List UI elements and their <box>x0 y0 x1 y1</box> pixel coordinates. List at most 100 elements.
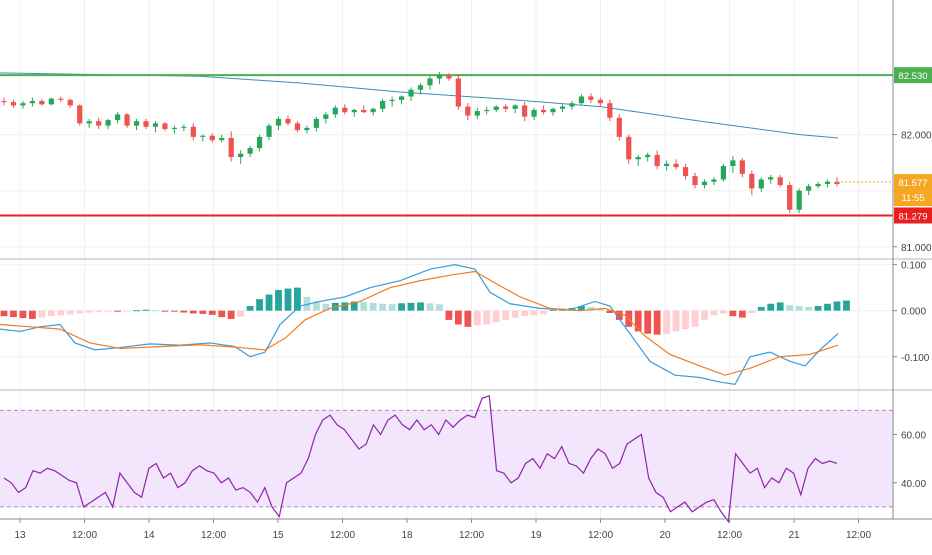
candle-body[interactable] <box>48 98 54 105</box>
candle-body[interactable] <box>67 99 73 106</box>
candle-body[interactable] <box>645 154 651 158</box>
candle-body[interactable] <box>512 105 518 109</box>
candle-body[interactable] <box>370 108 376 113</box>
macd-pane[interactable] <box>0 263 850 386</box>
level-price-tag[interactable] <box>894 207 932 224</box>
candle-body[interactable] <box>578 96 585 104</box>
candle-body[interactable] <box>692 176 698 186</box>
candle-body[interactable] <box>664 163 670 167</box>
candle-body[interactable] <box>351 109 357 113</box>
price-pane[interactable] <box>0 71 893 217</box>
candle-body[interactable] <box>559 106 566 109</box>
candle-body[interactable] <box>493 106 499 110</box>
candle-body[interactable] <box>10 102 17 106</box>
candle-body[interactable] <box>588 96 594 100</box>
candle-body[interactable] <box>597 99 603 104</box>
candle-body[interactable] <box>796 190 802 210</box>
candle-body[interactable] <box>313 118 319 128</box>
candle-body[interactable] <box>503 106 509 109</box>
candle-body[interactable] <box>824 181 831 184</box>
candle-body[interactable] <box>247 148 253 154</box>
candle-body[interactable] <box>190 126 196 137</box>
candle-body[interactable] <box>834 181 840 184</box>
candle-body[interactable] <box>1 100 7 103</box>
candle-body[interactable] <box>39 100 45 105</box>
candle-body[interactable] <box>285 118 291 124</box>
time-axis[interactable]: 13 12:00 14 12:00 15 12:00 18 12:00 19 12:00 20 12:… <box>0 518 932 541</box>
candle-body[interactable] <box>616 117 622 137</box>
candle-body[interactable] <box>162 123 168 129</box>
candle-body[interactable] <box>739 160 745 174</box>
candle-body[interactable] <box>682 167 689 177</box>
candle-body[interactable] <box>124 114 130 126</box>
candle-body[interactable] <box>522 105 528 117</box>
candle-body[interactable] <box>77 105 83 124</box>
candle-body[interactable] <box>474 111 480 116</box>
candle-body[interactable] <box>550 108 556 113</box>
candle-body[interactable] <box>654 154 660 167</box>
candle-body[interactable] <box>626 136 632 160</box>
candle-body[interactable] <box>105 120 111 126</box>
candle-body[interactable] <box>720 166 727 180</box>
candle-body[interactable] <box>20 103 26 106</box>
candle-body[interactable] <box>380 100 386 109</box>
candle-body[interactable] <box>342 107 348 113</box>
candle-body[interactable] <box>209 135 215 141</box>
candle-body[interactable] <box>238 153 244 158</box>
candle-body[interactable] <box>408 89 414 97</box>
candle-body[interactable] <box>332 107 338 115</box>
candle-body[interactable] <box>635 157 641 160</box>
candle-body[interactable] <box>540 109 547 113</box>
candle-body[interactable] <box>143 121 149 127</box>
candle-body[interactable] <box>114 114 121 121</box>
candle-body[interactable] <box>133 121 140 126</box>
candle-body[interactable] <box>711 179 717 182</box>
last-price-tag[interactable] <box>894 174 932 207</box>
candle-body[interactable] <box>768 177 774 180</box>
price-axis[interactable]: 81.00081.50082.00082.53081.27981.57711:5… <box>892 0 932 519</box>
candle-body[interactable] <box>749 173 755 189</box>
candle-body[interactable] <box>446 75 452 79</box>
candle-body[interactable] <box>323 114 329 119</box>
candle-body[interactable] <box>389 99 395 101</box>
candle-body[interactable] <box>436 75 443 79</box>
candle-body[interactable] <box>228 137 234 158</box>
candle-body[interactable] <box>304 127 310 131</box>
candle-body[interactable] <box>171 127 177 129</box>
candle-body[interactable] <box>58 98 64 100</box>
candle-body[interactable] <box>701 181 708 186</box>
candle-body[interactable] <box>29 100 35 104</box>
candle-body[interactable] <box>417 85 424 90</box>
candle-body[interactable] <box>152 123 159 127</box>
candle-body[interactable] <box>758 179 764 189</box>
candle-body[interactable] <box>484 109 490 112</box>
candle-body[interactable] <box>777 177 783 186</box>
candle-body[interactable] <box>815 183 821 187</box>
candle-body[interactable] <box>730 160 736 167</box>
candle-body[interactable] <box>200 135 206 137</box>
candle-body[interactable] <box>86 121 92 124</box>
candle-body[interactable] <box>465 106 471 116</box>
candle-body[interactable] <box>398 96 405 100</box>
macd-histogram-bar <box>369 302 377 311</box>
level-price-tag[interactable] <box>894 67 932 84</box>
candle-body[interactable] <box>256 136 263 149</box>
candle-body[interactable] <box>427 78 433 86</box>
candle-body[interactable] <box>361 109 367 113</box>
candle-body[interactable] <box>275 118 282 126</box>
candle-body[interactable] <box>294 123 301 131</box>
candle-body[interactable] <box>806 186 812 191</box>
candle-body[interactable] <box>266 125 272 137</box>
candle-body[interactable] <box>219 137 225 141</box>
candle-body[interactable] <box>181 126 187 128</box>
candle-body[interactable] <box>787 185 793 210</box>
candle-body[interactable] <box>455 78 461 107</box>
macd-tick-label: 0.000 <box>901 307 926 318</box>
candle-body[interactable] <box>531 109 537 117</box>
candle-body[interactable] <box>607 103 613 118</box>
candle-body[interactable] <box>96 121 102 126</box>
candle-body[interactable] <box>673 163 679 168</box>
rsi-pane[interactable] <box>0 395 893 523</box>
candle-body[interactable] <box>569 103 575 107</box>
